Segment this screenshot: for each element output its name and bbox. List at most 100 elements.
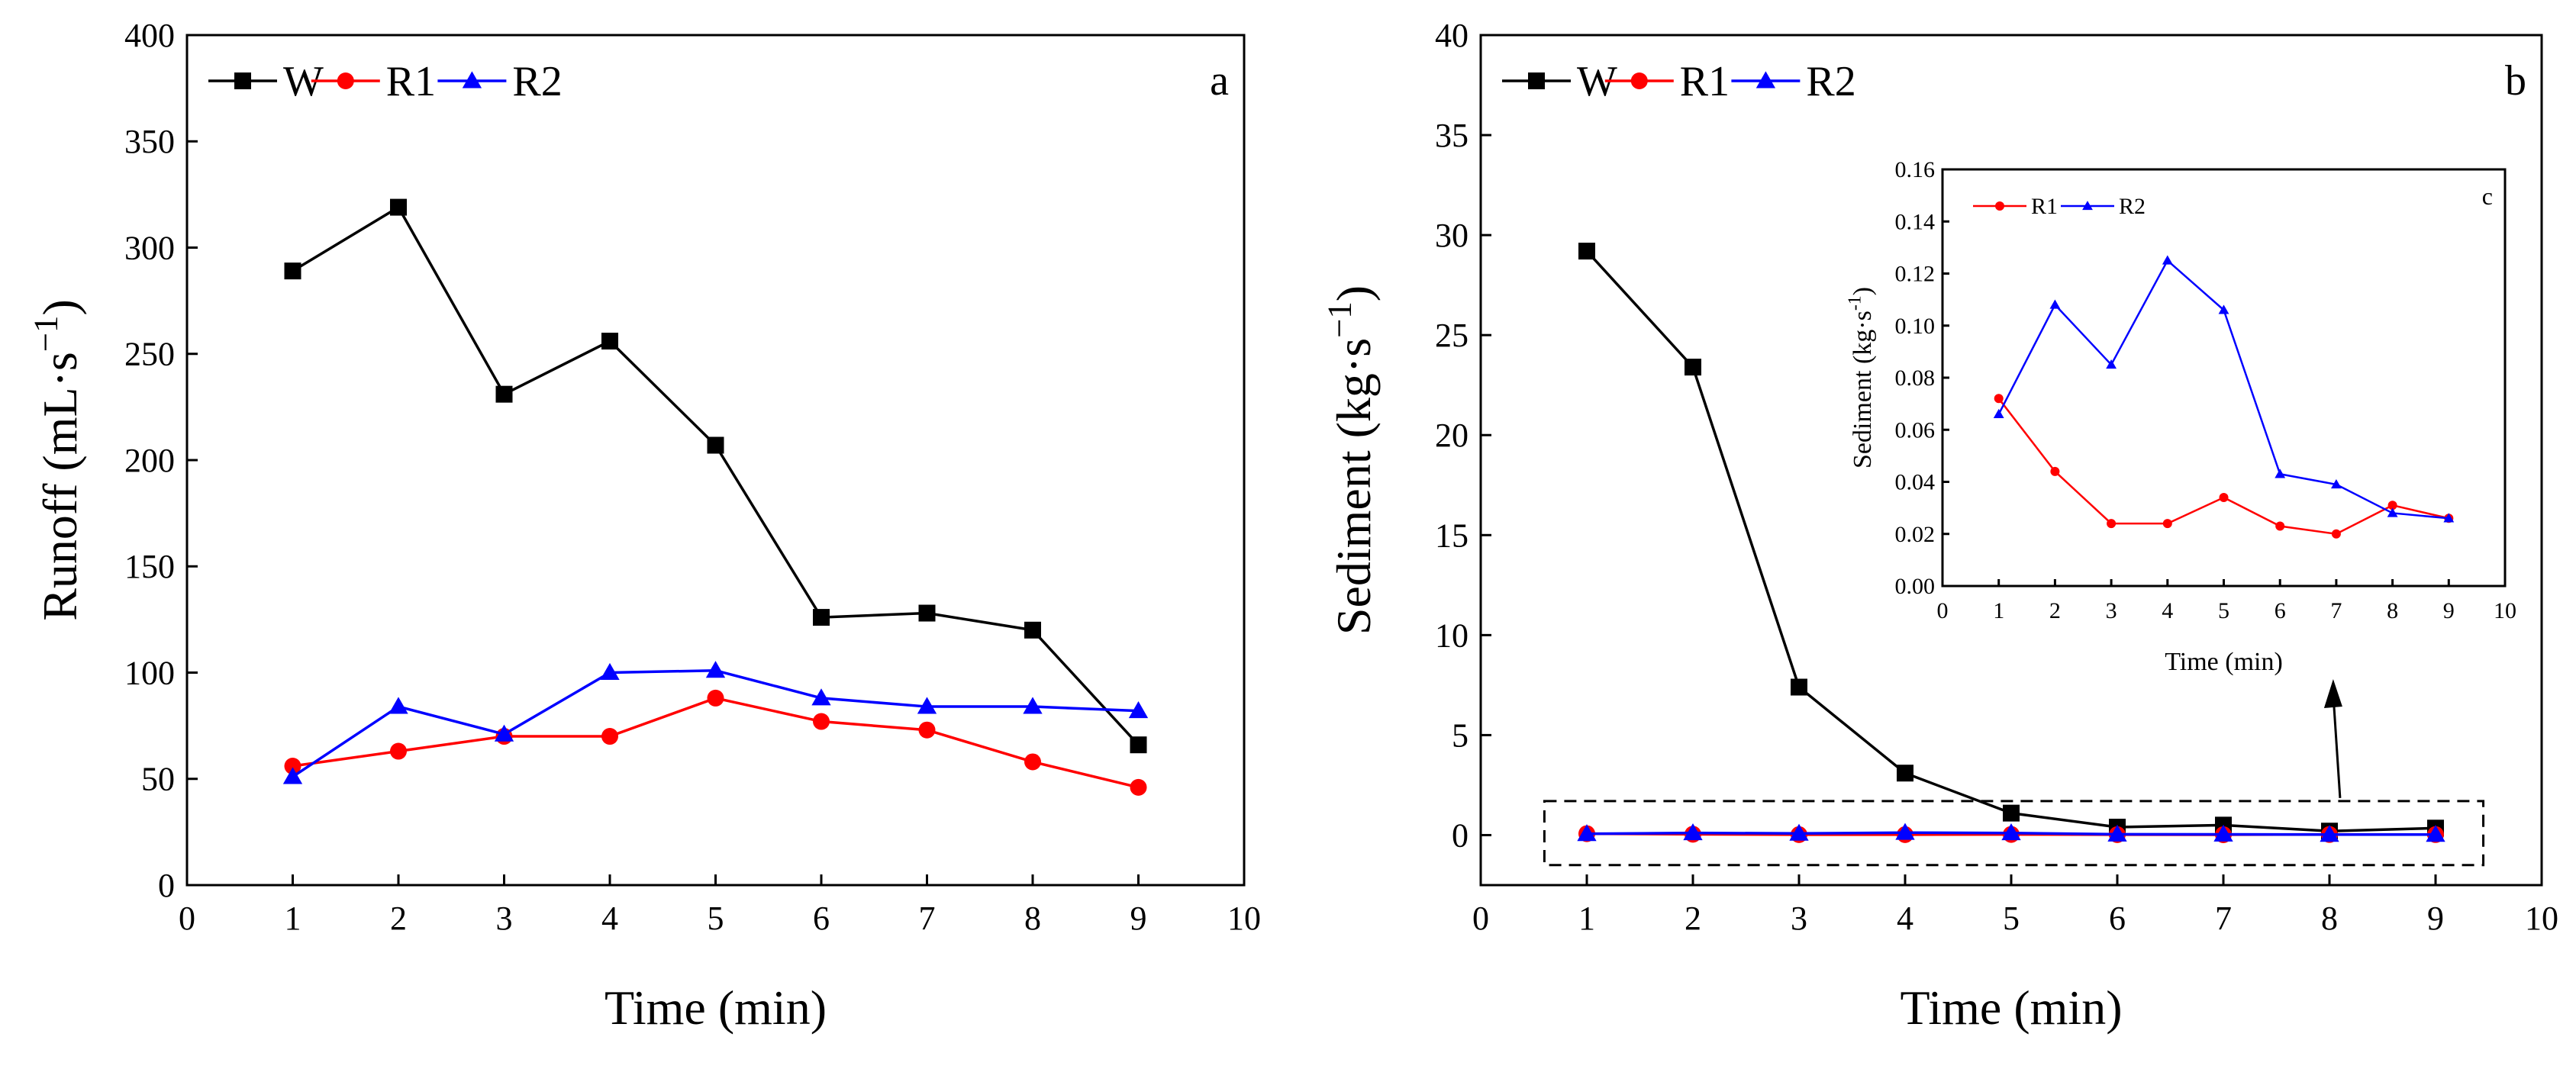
panel-a-x-tick-label: 4 bbox=[601, 900, 618, 937]
panel-b-series-W-line bbox=[1585, 250, 2436, 832]
panel-b-y-tick-label: 15 bbox=[1435, 517, 1469, 554]
panel-a-x-tick-label: 7 bbox=[919, 900, 936, 937]
panel-b-series-R2-point bbox=[2107, 824, 2127, 842]
panel-b-legend-R1-label: R1 bbox=[1680, 58, 1730, 105]
panel-c-legend-R1-marker bbox=[1995, 201, 2004, 211]
panel-c-y-tick-label: 0.14 bbox=[1895, 209, 1936, 234]
panel-a-x-tick-label: 3 bbox=[496, 900, 513, 937]
panel-a-y-tick-label: 350 bbox=[124, 123, 175, 160]
panel-c-series-R2-point bbox=[2049, 299, 2061, 309]
inset-annotations bbox=[1543, 679, 2485, 867]
panel-a-series-W-point bbox=[1130, 736, 1147, 754]
panel-a-series-R2-line bbox=[292, 668, 1139, 778]
panel-c-legend-R2-label: R2 bbox=[2119, 194, 2146, 219]
panel-a-series-R2-point bbox=[917, 697, 937, 714]
panel-b-series-R2-point bbox=[2426, 825, 2445, 842]
panel-c-legend-R1-label: R1 bbox=[2031, 194, 2058, 219]
panel-c-series-R1-line bbox=[1997, 398, 2449, 536]
panel-c-series-R2-point bbox=[2106, 359, 2117, 369]
panel-c-series-R2-line bbox=[1997, 259, 2449, 520]
panel-b-series-R2-point bbox=[1789, 823, 1809, 841]
panel-c-x-tick-label: 9 bbox=[2443, 598, 2455, 623]
panel-b-series-W-point bbox=[1897, 765, 1913, 782]
panel-a-x-tick-label: 2 bbox=[390, 900, 407, 937]
panel-b-x-tick-label: 3 bbox=[1791, 900, 1807, 937]
panel-b-series-W-point bbox=[1685, 359, 1701, 376]
panel-c-x-tick-label: 3 bbox=[2106, 598, 2117, 623]
panel-c-series-R1-point bbox=[2162, 519, 2172, 529]
panel-c-series-R1-point bbox=[2275, 521, 2285, 531]
panel-a-series-R1-point bbox=[284, 758, 301, 775]
panel-c-series-R2-point bbox=[2387, 507, 2398, 517]
panel-b-x-tick-label: 4 bbox=[1897, 900, 1913, 937]
panel-c-series-R2-point bbox=[2218, 304, 2229, 314]
panel-c-y-tick-label: 0.12 bbox=[1895, 262, 1936, 287]
panel-c-x-tick-label: 2 bbox=[2049, 598, 2061, 623]
panel-b-x-tick-label: 1 bbox=[1578, 900, 1595, 937]
panel-c-series-R2-point bbox=[2331, 479, 2342, 489]
panel-a-y-tick-label: 100 bbox=[124, 654, 175, 691]
panel-a-legend-W-marker bbox=[234, 72, 251, 89]
panel-a-series-W-point bbox=[918, 604, 936, 622]
panel-b-x-axis-label: Time (min) bbox=[1901, 980, 2123, 1035]
panel-b-x-tick-label: 6 bbox=[2109, 900, 2126, 937]
panel-a-series-R1-point bbox=[918, 721, 936, 739]
panel-a-series-R2-point bbox=[705, 661, 726, 678]
panel-c-x-axis-label: Time (min) bbox=[2165, 648, 2283, 676]
panel-b-series-R2-point bbox=[1895, 823, 1915, 840]
panel-a-legend-R2-marker bbox=[462, 71, 482, 89]
panel-c-y-tick-label: 0.04 bbox=[1895, 470, 1936, 495]
panel-a-y-tick-label: 300 bbox=[124, 229, 175, 266]
panel-a-series-R2-point bbox=[494, 724, 514, 742]
panel-a-x-tick-label: 5 bbox=[708, 900, 724, 937]
panel-b-x-tick-label: 7 bbox=[2215, 900, 2232, 937]
panel-c-y-tick-label: 0.02 bbox=[1895, 522, 1936, 547]
zoom-arrow-shaft bbox=[2333, 705, 2342, 799]
panel-c-sediment-inset-chart: 0 1 2 3 4 5 6 7 8 9 10 0.00 0.02 0.04 0.06 0.08 0.10 0.12… bbox=[1845, 157, 2516, 676]
panel-a-x-tick-label: 9 bbox=[1130, 900, 1147, 937]
panel-b-y-tick-label: 0 bbox=[1452, 816, 1469, 854]
panel-b-series-R2-point bbox=[2213, 824, 2233, 842]
panel-b-legend-R2-marker bbox=[1755, 71, 1776, 89]
panel-a-y-tick-label: 250 bbox=[124, 336, 175, 373]
panel-a-series-W-point bbox=[390, 198, 407, 216]
panel-a-series-R2-point bbox=[811, 688, 831, 706]
panel-c-series-R1-point bbox=[2331, 529, 2341, 539]
panel-a-y-tick-label: 0 bbox=[158, 867, 175, 904]
panel-a-series-W-point bbox=[1024, 621, 1041, 639]
panel-b-series-R2-point bbox=[2001, 823, 2021, 841]
panel-a-series-R1-point bbox=[1024, 753, 1041, 771]
panel-a-legend-R1-marker bbox=[337, 72, 354, 89]
panel-c-series-R2-point bbox=[2443, 513, 2455, 523]
panel-a-y-tick-label: 400 bbox=[124, 17, 175, 54]
panel-c-plot-frame bbox=[1941, 168, 2507, 588]
panel-b-x-tick-label: 5 bbox=[2003, 900, 2020, 937]
panel-c-series-R1-point bbox=[2387, 501, 2397, 510]
panel-b-x-tick-label: 10 bbox=[2525, 900, 2558, 937]
panel-a-x-tick-label: 6 bbox=[813, 900, 830, 937]
panel-c-letter: c bbox=[2482, 182, 2493, 210]
panel-c-x-tick-label: 1 bbox=[1993, 598, 2004, 623]
panel-a-series-R1-point bbox=[1130, 778, 1147, 796]
panel-b-y-tick-label: 30 bbox=[1435, 217, 1469, 254]
panel-b-series-R2-point bbox=[1577, 824, 1597, 842]
panel-a-series-R1-point bbox=[601, 728, 618, 745]
panel-b-legend-R1-marker bbox=[1630, 72, 1648, 89]
panel-a-series-W-point bbox=[284, 262, 301, 280]
panel-c-y-tick-label: 0.06 bbox=[1895, 417, 1936, 443]
panel-b-series-W-point bbox=[1791, 678, 1807, 696]
panel-b-series-R2-point bbox=[2320, 825, 2339, 842]
panel-a-series-W-point bbox=[601, 333, 618, 350]
panel-b-y-axis-label: Sediment (kg·s−1) bbox=[1320, 285, 1381, 635]
panel-a-series-R1-point bbox=[390, 742, 407, 760]
panel-a-series-R1-point bbox=[813, 713, 830, 730]
panel-c-series-R2-point bbox=[2162, 255, 2173, 265]
panel-c-x-tick-label: 10 bbox=[2494, 598, 2516, 623]
panel-a-x-tick-label: 1 bbox=[285, 900, 301, 937]
panel-c-y-tick-label: 0.16 bbox=[1895, 157, 1936, 182]
panel-a-y-tick-label: 200 bbox=[124, 442, 175, 479]
panel-c-y-tick-label: 0.00 bbox=[1895, 574, 1936, 599]
panel-a-y-tick-label: 50 bbox=[141, 761, 175, 798]
panel-a-legend-R1-label: R1 bbox=[386, 58, 436, 105]
